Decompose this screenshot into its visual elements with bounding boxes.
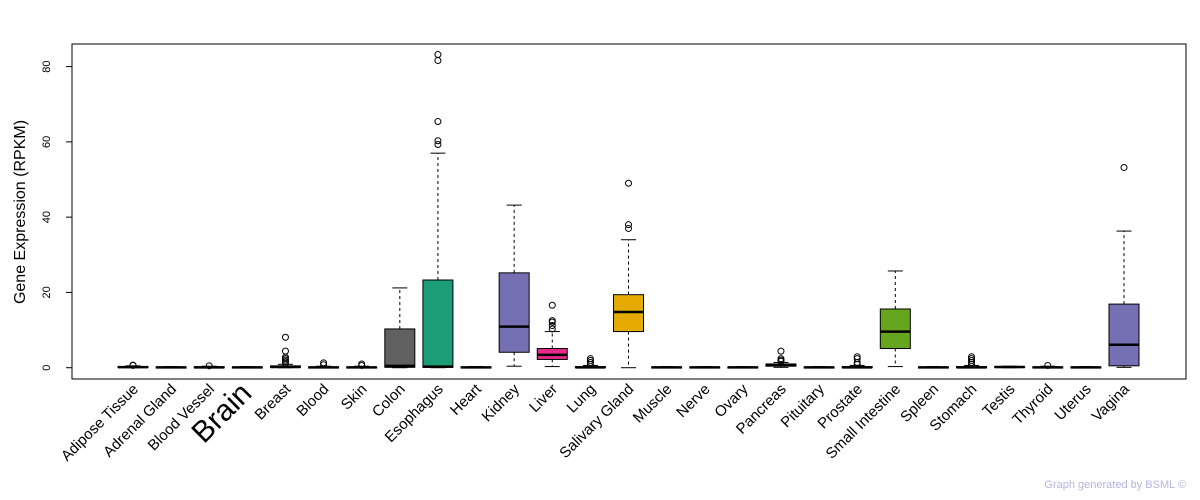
outlier-point — [548, 301, 556, 309]
box-vagina — [1108, 163, 1140, 368]
box-body — [879, 308, 911, 350]
box-spleen — [917, 366, 949, 369]
outlier-point — [281, 347, 289, 355]
box-adrenal-gland — [155, 366, 187, 369]
box-uterus — [1070, 366, 1102, 369]
outlier-point — [320, 359, 328, 367]
box-nerve — [689, 366, 721, 369]
y-axis: 0 20 40 60 80 — [41, 60, 73, 371]
outlier-point — [548, 317, 556, 325]
y-tick-label: 0 — [41, 365, 53, 371]
outlier-point — [434, 137, 442, 145]
box-adipose-tissue — [117, 361, 149, 369]
y-tick-label: 20 — [41, 286, 53, 298]
x-label-nerve: Nerve — [673, 381, 713, 421]
outlier-point — [777, 347, 785, 355]
x-label-uterus: Uterus — [1051, 381, 1094, 424]
boxes — [117, 51, 1140, 370]
outlier-point — [1120, 163, 1128, 171]
outlier-point — [434, 118, 442, 126]
box-pancreas — [765, 347, 797, 368]
box-body — [422, 279, 454, 368]
outlier-point — [434, 51, 442, 59]
x-label-thyroid: Thyroid — [1009, 381, 1056, 428]
outlier-point — [586, 358, 594, 366]
y-tick-label: 80 — [41, 60, 53, 72]
credit-text: Graph generated by BSML © — [1044, 479, 1186, 491]
outlier-point — [1044, 361, 1052, 369]
outlier-point — [434, 57, 442, 65]
outlier-point — [968, 353, 976, 361]
y-tick-label: 60 — [41, 136, 53, 148]
outlier-point — [625, 179, 632, 187]
box-stomach — [956, 353, 988, 369]
outlier-point — [548, 322, 556, 330]
box-body — [384, 328, 416, 368]
box-testis — [994, 365, 1026, 369]
outlier-point — [853, 355, 861, 363]
x-label-vagina: Vagina — [1089, 380, 1134, 425]
box-pituitary — [803, 366, 835, 369]
outlier-point — [777, 355, 785, 363]
box-muscle — [651, 366, 683, 369]
box-esophagus — [422, 51, 454, 369]
outlier-point — [281, 333, 289, 341]
box-breast — [269, 333, 301, 369]
box-blood-vessel — [193, 362, 225, 370]
outlier-point — [968, 355, 976, 363]
outlier-point — [853, 353, 861, 361]
y-axis-label: Gene Expression (RPKM) — [12, 120, 29, 304]
x-label-kidney: Kidney — [479, 380, 524, 425]
outlier-point — [548, 325, 556, 333]
box-ovary — [727, 366, 759, 369]
outlier-point — [129, 361, 137, 369]
box-heart — [460, 366, 492, 369]
box-kidney — [498, 204, 530, 367]
x-label-muscle: Muscle — [630, 381, 676, 427]
box-prostate — [841, 353, 873, 369]
outlier-point — [625, 221, 632, 229]
box-lung — [574, 355, 606, 369]
x-label-breast: Breast — [252, 380, 295, 423]
box-liver — [536, 301, 568, 368]
outlier-point — [434, 141, 442, 148]
outlier-point — [586, 355, 594, 363]
box-salivary-gland — [613, 179, 644, 369]
box-body — [1108, 303, 1140, 367]
box-brain — [231, 366, 263, 369]
outlier-point — [358, 360, 366, 368]
box-blood — [308, 359, 340, 369]
outlier-point — [320, 361, 328, 369]
box-thyroid — [1032, 361, 1064, 369]
x-label-blood: Blood — [293, 381, 332, 420]
x-label-skin: Skin — [338, 381, 371, 414]
y-tick-label: 40 — [41, 211, 53, 223]
outlier-point — [625, 224, 632, 232]
box-small-intestine — [879, 270, 911, 368]
x-label-liver: Liver — [526, 381, 561, 416]
box-colon — [384, 287, 416, 369]
box-body — [498, 272, 530, 353]
outlier-point — [205, 362, 213, 370]
box-skin — [346, 360, 378, 369]
outlier-point — [586, 357, 594, 365]
outlier-point — [968, 357, 976, 365]
